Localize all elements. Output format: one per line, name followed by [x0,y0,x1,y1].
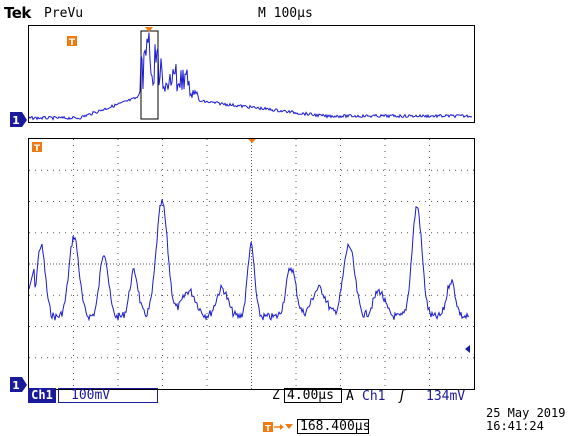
svg-text:1: 1 [12,379,20,392]
zoom-trigger-marker [145,27,153,32]
preview-waveform: T [29,27,473,121]
preview-trigger-icon: T [67,36,77,48]
ch1-waveform [29,199,470,322]
ch1-ground-marker[interactable]: 1 [10,377,28,393]
brand-logo: Tek [4,4,31,22]
date-readout: 25 May 2019 [486,406,566,420]
ch1-ground-marker-preview[interactable]: 1 [10,112,28,128]
trigger-position-marker [248,139,256,143]
svg-text:T: T [34,144,41,154]
ch1-volts-per-div[interactable]: 100mV [58,388,158,403]
main-graticule: T [29,139,474,389]
record-preview-window[interactable]: T [28,25,475,123]
ch1-label[interactable]: Ch1 [28,388,56,403]
trigger-level[interactable]: 134mV [426,389,466,404]
main-timebase: M 100µs [258,6,313,21]
svg-text:T: T [265,424,271,433]
svg-text:T: T [69,38,76,48]
acquisition-mode: PreVu [44,6,84,21]
preview-trace [29,32,473,121]
zoom-prefix: Z [272,388,280,403]
time-readout: 16:41:24 [486,419,544,433]
main-trigger-icon: T [32,142,42,154]
zoom-timebase[interactable]: 4.00µs [284,388,342,403]
horizontal-position-icon: T [263,422,293,433]
main-waveform-display[interactable]: T [28,138,475,390]
trigger-slope-icon: ʃ [398,388,407,404]
trigger-source[interactable]: Ch1 [362,389,386,404]
trigger-mode: A [346,389,354,404]
trigger-level-marker [465,345,470,353]
horizontal-position[interactable]: 168.400µs [297,419,370,434]
graticule-grid [29,139,474,389]
svg-text:1: 1 [12,114,20,127]
